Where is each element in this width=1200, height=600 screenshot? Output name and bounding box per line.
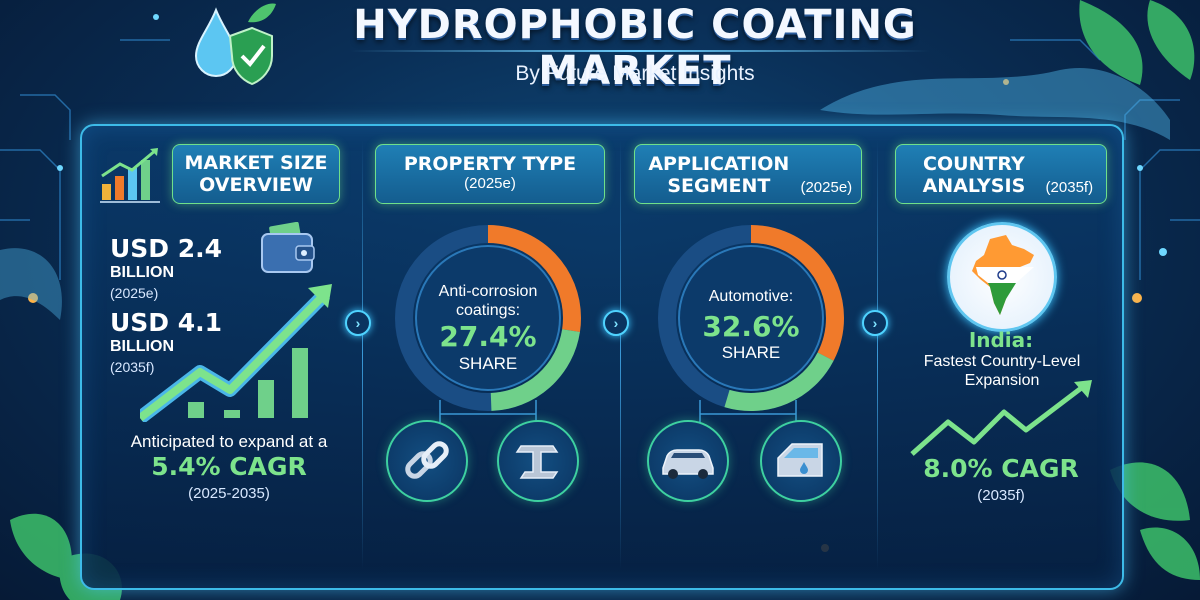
market-size-2035-value: USD 4.1 [110,308,223,337]
title-underline [350,50,930,52]
growth-chart-icon [100,148,160,203]
chain-link-icon [386,420,468,502]
property-label: Anti-corrosion coatings: [438,283,538,319]
market-size-2025-year: (2025e) [110,285,159,301]
car-icon [647,420,729,502]
country-cagr: 8.0% CAGR [923,454,1079,483]
share-arc [395,225,581,411]
market-size-2025-unit: BILLION [110,264,174,281]
property-share-label: SHARE [458,354,518,373]
chevron-right-icon: › [345,310,371,336]
market-size-heading: MARKET SIZE OVERVIEW [184,152,328,196]
application-heading-text: APPLICATION SEGMENT [648,153,790,197]
country-name: India: [968,328,1034,352]
country-description: Fastest Country-Level Expansion [923,353,1081,389]
market-cagr-period: (2025-2035) [188,485,270,502]
country-heading: COUNTRY ANALYSIS (2035f) [896,145,1106,199]
application-share-label: SHARE [721,343,781,362]
column-divider [877,140,878,570]
market-cagr: 5.4% CAGR [151,452,307,481]
secondary-arc [395,225,581,411]
property-share-value: 27.4% [439,320,537,353]
application-year: (2025e) [800,179,853,196]
market-size-2035-unit: BILLION [110,338,174,355]
chevron-right-icon: › [862,310,888,336]
market-size-heading-box: MARKET SIZE OVERVIEW [172,144,340,204]
application-heading: APPLICATION SEGMENT (2025e) [635,145,861,199]
steel-beam-icon [497,420,579,502]
country-heading-text: COUNTRY ANALYSIS [922,153,1026,197]
page-title: HYDROPHOBIC COATING MARKET [353,2,917,94]
market-size-2035-year: (2035f) [110,359,155,375]
growth-arrow-chart [140,284,332,422]
wallet-icon [261,222,315,273]
india-flag-map-icon [972,235,1034,315]
property-type-heading-box: PROPERTY TYPE (2025e) [375,144,605,204]
country-growth-arrow [910,380,1092,456]
country-year: (2035f) [1045,179,1094,196]
property-type-heading: PROPERTY TYPE [403,153,577,175]
column-divider [362,140,363,570]
water-drop-shield-logo [194,3,276,86]
market-size-2025-value: USD 2.4 [110,234,223,263]
property-type-year: (2025e) [464,175,516,192]
car-door-icon [760,420,842,502]
application-heading-box: APPLICATION SEGMENT (2025e) [634,144,862,204]
country-cagr-year: (2035f) [977,487,1025,504]
country-heading-box: COUNTRY ANALYSIS (2035f) [895,144,1107,204]
application-share-value: 32.6% [702,310,800,343]
page-subtitle: By Future Market Insights [515,62,755,85]
column-divider [620,140,621,570]
secondary-arc [658,225,844,411]
application-share-donut [658,225,844,411]
share-arc [658,225,844,411]
chevron-right-icon: › [603,310,629,336]
india-map-badge [947,222,1057,332]
expand-text: Anticipated to expand at a [130,432,328,451]
application-label: Automotive: [708,288,794,305]
property-share-donut [395,225,581,411]
